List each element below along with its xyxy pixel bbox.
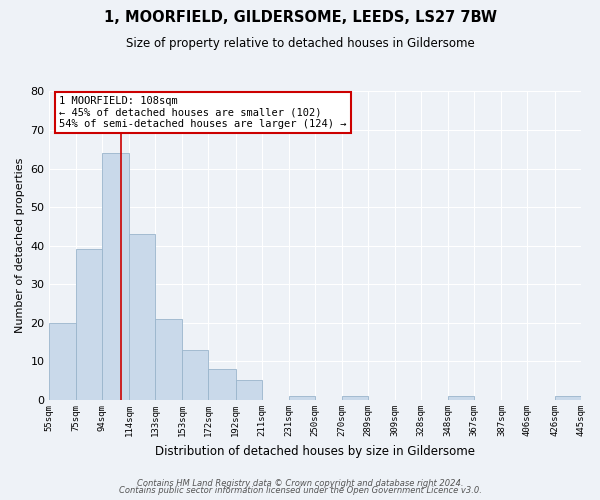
Bar [554, 396, 581, 400]
Bar [289, 396, 314, 400]
Bar [182, 350, 208, 400]
Bar [76, 250, 102, 400]
Bar [155, 319, 182, 400]
Y-axis label: Number of detached properties: Number of detached properties [15, 158, 25, 334]
Text: Contains HM Land Registry data © Crown copyright and database right 2024.: Contains HM Land Registry data © Crown c… [137, 478, 463, 488]
Bar [236, 380, 262, 400]
Bar [448, 396, 474, 400]
Text: 1 MOORFIELD: 108sqm
← 45% of detached houses are smaller (102)
54% of semi-detac: 1 MOORFIELD: 108sqm ← 45% of detached ho… [59, 96, 347, 130]
Text: Size of property relative to detached houses in Gildersome: Size of property relative to detached ho… [125, 38, 475, 51]
Bar [49, 322, 76, 400]
Bar [102, 153, 129, 400]
X-axis label: Distribution of detached houses by size in Gildersome: Distribution of detached houses by size … [155, 444, 475, 458]
Bar [208, 369, 236, 400]
Text: 1, MOORFIELD, GILDERSOME, LEEDS, LS27 7BW: 1, MOORFIELD, GILDERSOME, LEEDS, LS27 7B… [104, 10, 497, 25]
Bar [342, 396, 368, 400]
Text: Contains public sector information licensed under the Open Government Licence v3: Contains public sector information licen… [119, 486, 481, 495]
Bar [129, 234, 155, 400]
